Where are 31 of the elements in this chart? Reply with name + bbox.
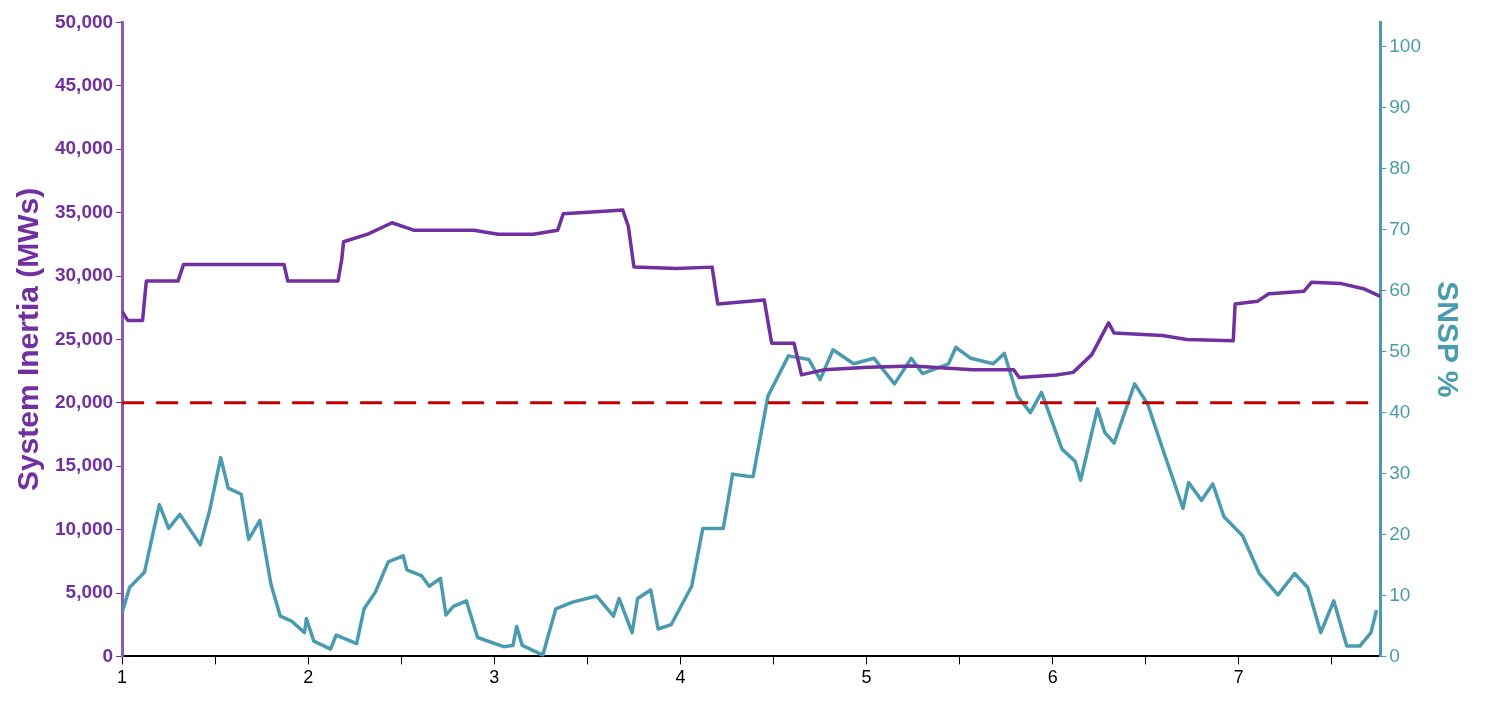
y2-tick-label: 60 <box>1389 278 1411 300</box>
y2-tick-label: 90 <box>1389 95 1411 117</box>
y-tick-label: 25,000 <box>54 327 114 349</box>
x-tick-label: 3 <box>489 667 500 688</box>
x-tick-label: 4 <box>675 667 686 688</box>
y2-tick-label: 20 <box>1389 522 1411 544</box>
y-tick-label: 20,000 <box>54 391 114 413</box>
y2-tick-label: 0 <box>1389 644 1400 666</box>
y-tick-label: 15,000 <box>54 454 114 476</box>
y-axis-title: System Inertia (MWs) <box>11 187 45 492</box>
y-tick-label: 50,000 <box>54 10 114 32</box>
x-tick-label: 7 <box>1233 667 1244 688</box>
x-tick-label: 1 <box>117 667 128 688</box>
y-tick-label: 10,000 <box>54 517 114 539</box>
y2-tick-label: 10 <box>1389 583 1411 605</box>
y2-axis-title: SNSP % <box>1431 281 1465 398</box>
x-tick-label: 2 <box>303 667 314 688</box>
y-tick-label: 30,000 <box>54 264 114 286</box>
y-tick-label: 5,000 <box>65 581 114 603</box>
y2-tick-label: 100 <box>1389 35 1421 57</box>
y-tick-label: 35,000 <box>54 200 114 222</box>
y-tick-label: 45,000 <box>54 74 114 96</box>
x-tick-label: 6 <box>1047 667 1058 688</box>
y2-tick-label: 40 <box>1389 400 1411 422</box>
x-tick-label: 5 <box>861 667 872 688</box>
y-tick-label: 0 <box>102 644 114 666</box>
y2-tick-label: 50 <box>1389 339 1411 361</box>
y2-tick-label: 30 <box>1389 461 1411 483</box>
y2-tick-label: 70 <box>1389 217 1411 239</box>
y2-tick-label: 80 <box>1389 156 1411 178</box>
y-tick-label: 40,000 <box>54 137 114 159</box>
